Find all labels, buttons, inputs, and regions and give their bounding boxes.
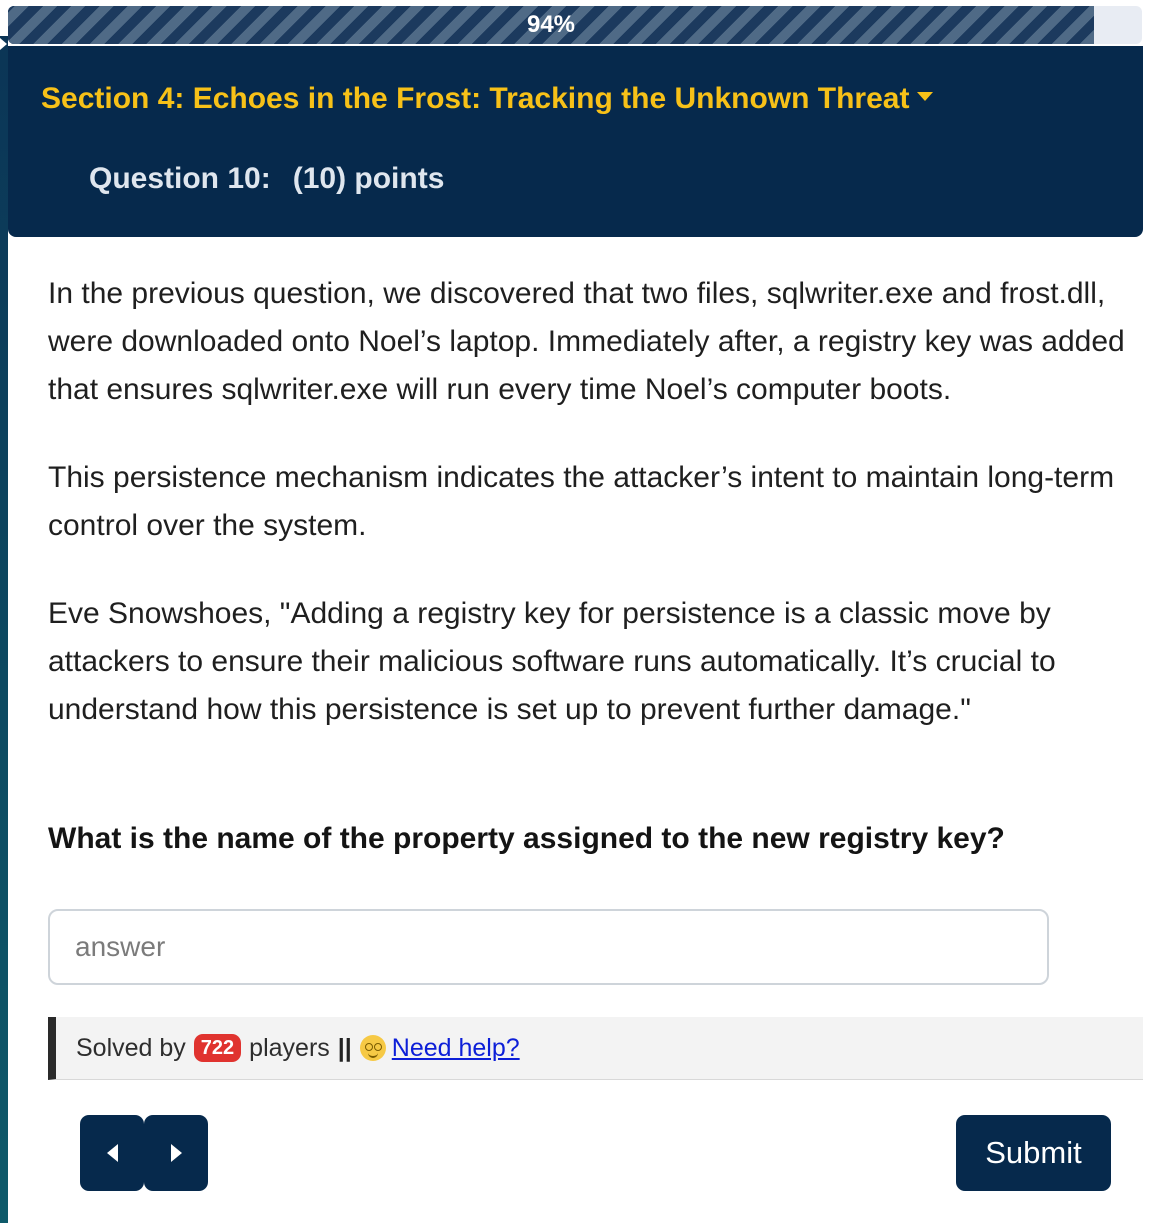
question-header: Section 4: Echoes in the Frost: Tracking… — [8, 46, 1143, 237]
question-paragraph: Eve Snowshoes, "Adding a registry key fo… — [48, 597, 1056, 726]
question-body: In the previous question, we discovered … — [48, 270, 1148, 774]
separator: || — [337, 1033, 352, 1062]
woozy-face-icon — [359, 1035, 386, 1061]
previous-question-button[interactable] — [80, 1115, 144, 1191]
caret-down-icon[interactable] — [917, 91, 934, 101]
answer-input[interactable] — [48, 909, 1049, 985]
left-edge-bar — [0, 36, 8, 1223]
solved-count-badge: 722 — [193, 1034, 242, 1062]
section-title: Section 4: Echoes in the Frost: Tracking… — [41, 82, 910, 115]
solved-prefix: Solved by — [76, 1033, 186, 1062]
section-dropdown[interactable]: Section 4: Echoes in the Frost: Tracking… — [41, 82, 934, 116]
submit-button[interactable]: Submit — [956, 1115, 1111, 1191]
solved-suffix: players — [249, 1033, 330, 1062]
solved-info-bar: Solved by 722 players || Need help? — [48, 1017, 1143, 1080]
question-paragraph: In the previous question, we discovered … — [48, 277, 1125, 406]
progress-bar: 94% — [8, 6, 1142, 44]
progress-bar-fill — [8, 6, 1094, 44]
progress-label: 94% — [526, 11, 576, 38]
question-number: Question 10: — [89, 162, 271, 195]
arrow-right-icon — [170, 1144, 182, 1162]
question-points: (10) points — [292, 162, 445, 195]
arrow-left-icon — [106, 1144, 118, 1162]
need-help-link[interactable]: Need help? — [391, 1033, 520, 1062]
question-prompt: What is the name of the property assigne… — [48, 822, 1005, 855]
sidebar-toggle-notch[interactable] — [0, 38, 7, 50]
question-heading: Question 10: (10) points — [89, 162, 444, 196]
question-paragraph: This persistence mechanism indicates the… — [48, 461, 1115, 542]
next-question-button[interactable] — [144, 1115, 208, 1191]
